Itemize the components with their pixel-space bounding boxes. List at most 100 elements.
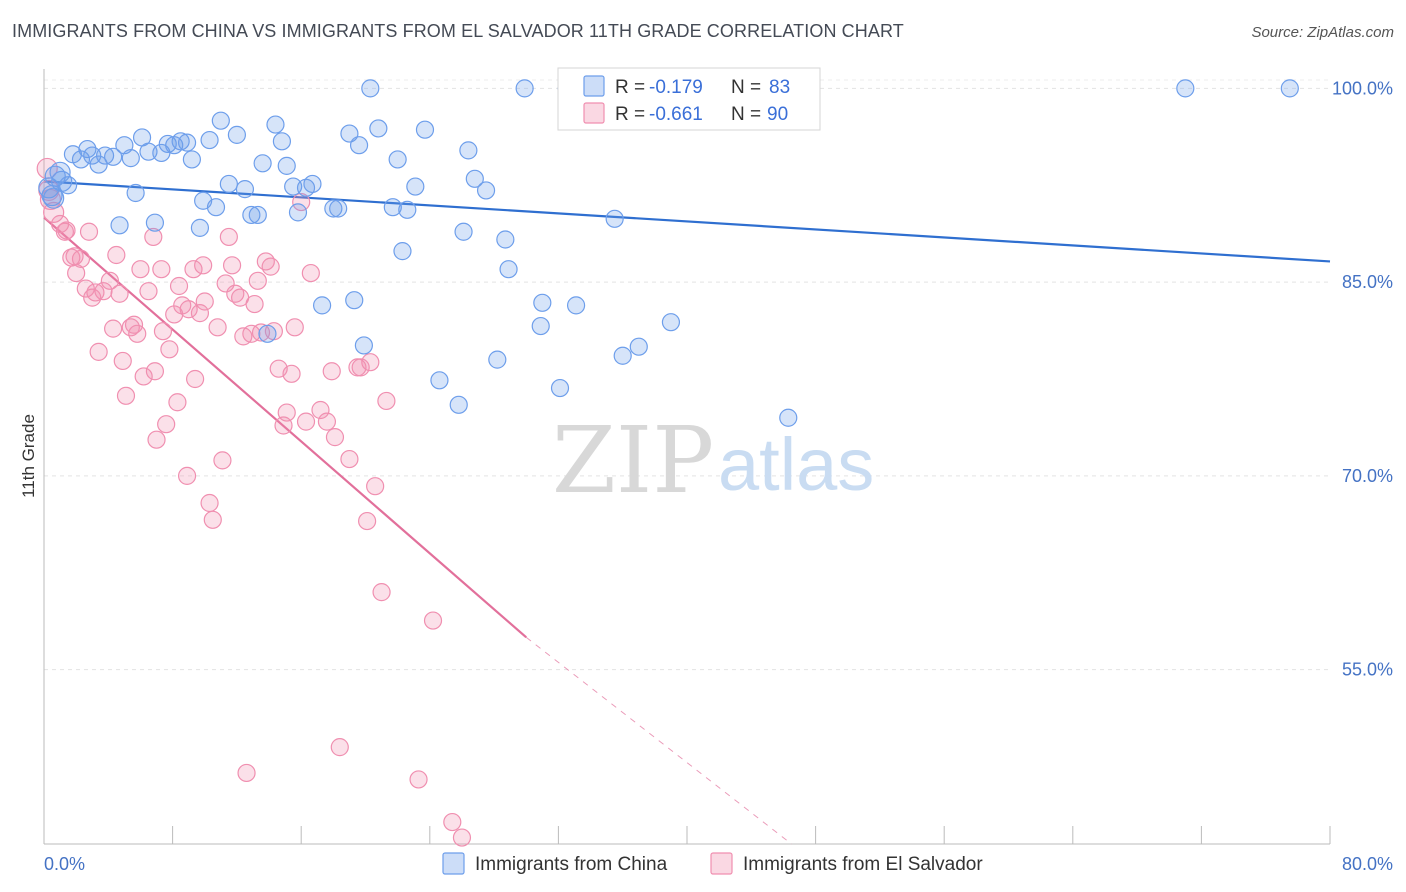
point-el-salvador xyxy=(184,260,203,279)
point-el-salvador xyxy=(144,227,163,247)
point-china xyxy=(465,169,484,188)
point-china xyxy=(110,216,129,235)
point-china xyxy=(227,125,246,144)
y-tick-labels: 100.0% 85.0% 70.0% 55.0% xyxy=(1332,78,1393,679)
point-el-salvador xyxy=(311,400,330,420)
point-el-salvador xyxy=(377,391,396,411)
point-china xyxy=(515,79,534,98)
grid-lines xyxy=(44,79,1330,671)
point-el-salvador xyxy=(83,288,102,307)
point-china xyxy=(550,378,570,398)
point-el-salvador xyxy=(317,412,337,431)
stats-legend-swatch-el-salvador xyxy=(583,102,605,124)
point-el-salvador xyxy=(248,271,267,290)
point-el-salvador xyxy=(452,828,472,847)
point-china xyxy=(182,150,201,169)
stats-legend-r-value-china: -0.179 xyxy=(649,77,703,98)
point-china xyxy=(383,198,402,217)
point-china xyxy=(235,180,255,199)
point-el-salvador xyxy=(242,324,261,343)
point-china xyxy=(605,209,624,228)
point-china xyxy=(83,146,102,165)
point-china xyxy=(277,156,296,175)
point-china xyxy=(126,183,145,203)
point-el-salvador xyxy=(351,358,370,377)
point-china xyxy=(398,200,417,219)
point-china xyxy=(476,181,496,200)
point-china xyxy=(388,150,407,169)
series-legend-swatch-china xyxy=(442,852,465,875)
y-tick-label: 85.0% xyxy=(1342,272,1393,292)
point-china xyxy=(1280,79,1299,98)
point-el-salvador xyxy=(121,318,140,337)
series-legend-label-china: Immigrants from China xyxy=(475,854,668,875)
stats-legend-n-label-el-salvador: N = xyxy=(731,104,761,125)
point-china xyxy=(200,130,219,150)
stats-legend-box xyxy=(557,67,821,131)
point-el-salvador xyxy=(423,611,443,630)
stats-legend: R = -0.179 N = 83 R = -0.661 N = 90 xyxy=(557,67,821,131)
point-el-salvador xyxy=(325,428,345,447)
point-china xyxy=(393,242,412,261)
point-el-salvador xyxy=(157,415,176,434)
point-el-salvador xyxy=(169,276,189,296)
point-china xyxy=(121,149,140,168)
point-el-salvador xyxy=(322,362,341,381)
point-china xyxy=(369,119,388,138)
point-el-salvador xyxy=(116,386,136,405)
point-el-salvador xyxy=(194,256,213,275)
point-china xyxy=(258,324,277,343)
point-china xyxy=(449,395,468,414)
point-china xyxy=(415,120,435,139)
stats-legend-swatch-china xyxy=(583,75,605,97)
point-china xyxy=(59,176,78,195)
point-el-salvador xyxy=(186,369,205,389)
x-tick-label: 80.0% xyxy=(1342,854,1393,874)
trend-line-el-salvador xyxy=(43,216,527,639)
point-el-salvador xyxy=(245,294,264,314)
point-china xyxy=(354,336,373,355)
point-china xyxy=(272,132,292,151)
point-china xyxy=(329,199,348,218)
watermark-atlas: atlas xyxy=(718,423,874,506)
point-el-salvador xyxy=(107,245,126,265)
point-china xyxy=(531,316,550,336)
point-el-salvador xyxy=(285,318,304,337)
point-china xyxy=(533,293,552,312)
stats-legend-n-value-el-salvador: 90 xyxy=(767,104,788,125)
point-china xyxy=(211,111,230,130)
point-el-salvador xyxy=(261,257,280,276)
series-legend: Immigrants from China Immigrants from El… xyxy=(442,852,983,875)
chart-title: IMMIGRANTS FROM CHINA VS IMMIGRANTS FROM… xyxy=(12,21,904,41)
point-china xyxy=(361,79,380,98)
point-el-salvador xyxy=(222,256,242,275)
point-china xyxy=(219,174,238,194)
point-el-salvador xyxy=(67,263,86,283)
point-el-salvador xyxy=(71,249,91,268)
point-china xyxy=(488,350,507,369)
point-el-salvador xyxy=(131,260,150,279)
point-el-salvador xyxy=(113,351,132,371)
point-el-salvador xyxy=(340,449,359,469)
point-china xyxy=(89,155,108,174)
y-tick-label: 55.0% xyxy=(1342,660,1393,680)
point-china xyxy=(284,177,303,196)
point-china xyxy=(613,346,632,365)
watermark-zip: ZIP xyxy=(552,407,714,514)
point-el-salvador xyxy=(79,222,99,241)
point-china xyxy=(779,408,798,427)
stats-legend-r-label-china: R = xyxy=(615,77,645,98)
point-el-salvador xyxy=(277,403,296,422)
point-china xyxy=(206,198,226,217)
point-el-salvador xyxy=(139,282,158,301)
point-el-salvador xyxy=(251,323,271,342)
stats-legend-r-value-el-salvador: -0.661 xyxy=(649,104,703,125)
x-tick-labels: 0.0% 80.0% xyxy=(44,854,1393,874)
watermark: ZIP atlas xyxy=(552,407,874,514)
point-china xyxy=(629,337,648,356)
point-china xyxy=(171,132,190,151)
point-china xyxy=(145,213,165,232)
point-china xyxy=(51,170,73,192)
y-axis-label: 11th Grade xyxy=(19,414,38,498)
